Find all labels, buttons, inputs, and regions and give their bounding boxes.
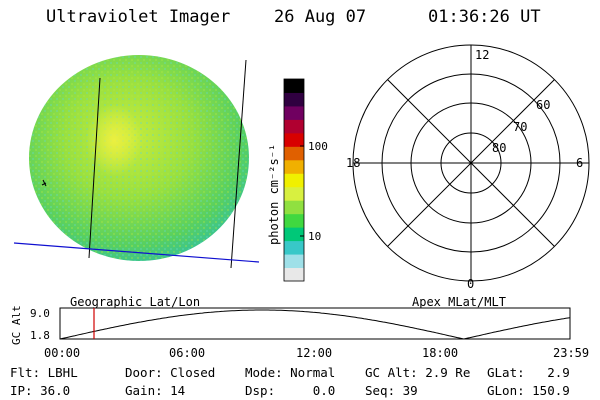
polar-lat-60: 60 xyxy=(536,98,550,112)
timeline-left-label: Geographic Lat/Lon xyxy=(70,295,201,309)
earth-disk-texture xyxy=(29,55,249,261)
tick-mark xyxy=(41,179,47,187)
colorbar-band xyxy=(284,254,304,269)
status-mode: Mode: Normal xyxy=(245,365,336,380)
polar-lat-70: 70 xyxy=(513,120,527,134)
status-seq: Seq: 39 xyxy=(365,383,418,398)
meridian-line-right xyxy=(230,59,247,269)
status-ip: IP: 36.0 xyxy=(10,383,71,398)
colorbar-band xyxy=(284,173,304,188)
status-gc-alt: GC Alt: 2.9 Re xyxy=(365,365,471,380)
colorbar-band xyxy=(284,213,304,228)
timeline-xtick-0000: 00:00 xyxy=(44,346,80,360)
colorbar-band xyxy=(284,79,304,93)
colorbar-band xyxy=(284,200,304,215)
colorbar-tick-label-100: 100 xyxy=(308,140,328,153)
colorbar-frame xyxy=(283,78,305,282)
polar-diagonal-2 xyxy=(387,79,555,247)
timeline-plot: GC Alt 9.0 1.8 00:00 06:00 12:00 18:00 2… xyxy=(10,305,589,360)
status-glat: GLat: 2.9 xyxy=(487,365,570,380)
timeline-xtick-2359: 23:59 xyxy=(553,346,589,360)
timeline-ylabel: GC Alt xyxy=(10,305,23,345)
colorbar: 100 10 photon cm⁻²s⁻¹ xyxy=(267,78,328,282)
colorbar-tick-label-10: 10 xyxy=(308,230,321,243)
colorbar-band xyxy=(284,105,304,120)
polar-label-18: 18 xyxy=(346,156,360,170)
polar-label-6: 6 xyxy=(576,156,583,170)
colorbar-band xyxy=(284,227,304,242)
colorbar-band xyxy=(284,186,304,201)
altitude-curve xyxy=(59,309,571,340)
polar-label-0: 0 xyxy=(467,277,474,291)
colorbar-band xyxy=(284,146,304,161)
date-label: 26 Aug 07 xyxy=(274,7,367,27)
timeline-frame xyxy=(59,307,571,340)
status-glon: GLon: 150.9 xyxy=(487,383,570,398)
colorbar-label: photon cm⁻²s⁻¹ xyxy=(267,144,281,245)
polar-mlt-plot: 12 18 6 0 60 70 80 xyxy=(346,44,590,291)
colorbar-band xyxy=(284,240,304,255)
colorbar-band xyxy=(284,159,304,174)
timeline-ytick-1-8: 1.8 xyxy=(30,329,50,342)
timeline-ytick-9: 9.0 xyxy=(30,307,50,320)
colorbar-band xyxy=(284,267,304,282)
status-door: Door: Closed xyxy=(125,365,216,380)
colorbar-stack xyxy=(284,79,304,282)
bright-patch xyxy=(86,104,142,176)
colorbar-band xyxy=(284,119,304,134)
colorbar-band xyxy=(284,132,304,147)
timeline-xtick-1800: 18:00 xyxy=(422,346,458,360)
instrument-title: Ultraviolet Imager xyxy=(46,7,231,27)
timeline-xtick-1200: 12:00 xyxy=(296,346,332,360)
timeline-xtick-0600: 06:00 xyxy=(169,346,205,360)
polar-lat-80: 80 xyxy=(492,141,506,155)
status-dsp: Dsp: 0.0 xyxy=(245,383,336,398)
colorbar-band xyxy=(284,92,304,107)
uv-earth-image xyxy=(13,55,260,269)
status-flt: Flt: LBHL xyxy=(10,365,78,380)
polar-label-12: 12 xyxy=(475,48,489,62)
time-label: 01:36:26 UT xyxy=(428,7,541,27)
meridian-line-left xyxy=(88,77,101,259)
timeline-right-label: Apex MLat/MLT xyxy=(412,295,506,309)
status-gain: Gain: 14 xyxy=(125,383,186,398)
equator-line xyxy=(13,242,260,263)
